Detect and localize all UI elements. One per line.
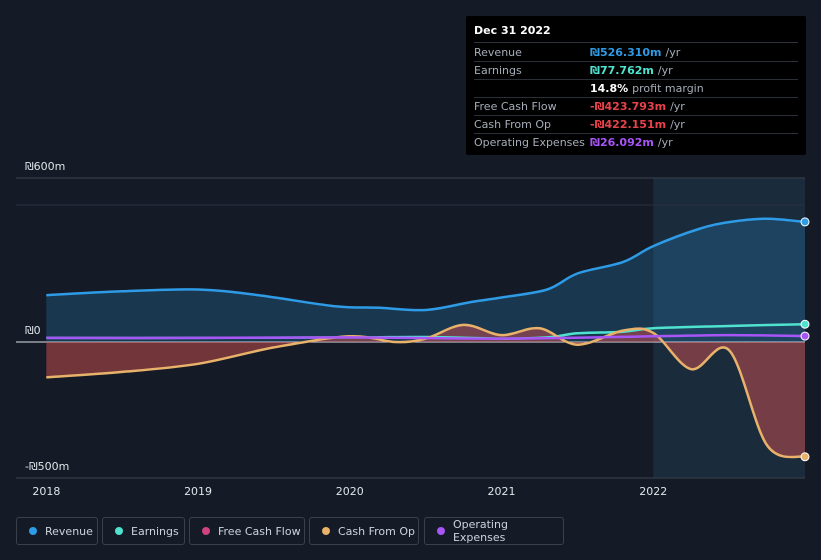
revenue-line [46, 217, 806, 312]
legend-item-cash-from-op[interactable]: Cash From Op [309, 517, 419, 545]
tooltip-row-label [474, 80, 590, 97]
tooltip-row-unit: /yr [665, 46, 681, 59]
tooltip-row: 14.8% profit margin [474, 80, 798, 98]
tooltip-row-label: Revenue [474, 46, 522, 59]
legend-label: Free Cash Flow [218, 524, 301, 538]
x-tick-label-2022: 2022 [639, 485, 667, 498]
legend-dot-icon [202, 527, 210, 535]
tooltip-row-unit: /yr [670, 100, 685, 113]
legend-label: Operating Expenses [452, 518, 508, 544]
tooltip-row-value: ₪26.092m [590, 136, 654, 149]
tooltip-row: Cash From Op -₪422.151m/yr [474, 116, 798, 134]
legend-item-revenue[interactable]: Revenue [16, 517, 98, 545]
tooltip-row-value: -₪423.793m [590, 100, 667, 113]
cash-from-op-line [46, 323, 806, 459]
y-axis-bottom-label: -₪500m [25, 460, 69, 473]
legend-item-operating-expenses[interactable]: Operating Expenses [424, 517, 564, 545]
tooltip-row-value: 14.8% [590, 82, 629, 95]
legend-dot-icon [115, 527, 123, 535]
tooltip-row-label: Operating Expenses [474, 136, 585, 149]
tooltip-row-value: ₪77.762m [590, 64, 654, 77]
tooltip-panel: Dec 31 2022 Revenue ₪526.310m/yr Earnings ₪… [466, 16, 806, 155]
tooltip-row-value: -₪422.151m [590, 118, 667, 131]
operating-expenses-endpoint[interactable] [800, 331, 810, 341]
legend-item-free-cash-flow[interactable]: Free Cash Flow [189, 517, 305, 545]
legend-label: Revenue [45, 524, 93, 538]
legend-dot-icon [437, 527, 445, 535]
tooltip-row-label: Cash From Op [474, 118, 552, 131]
operating-expenses-line [46, 333, 806, 340]
legend-item-earnings[interactable]: Earnings [102, 517, 185, 545]
legend-label: Cash From Op [338, 524, 416, 538]
tooltip-row-unit: profit margin [632, 82, 704, 95]
tooltip-row-label: Free Cash Flow [474, 100, 557, 113]
tooltip-row: Revenue ₪526.310m/yr [474, 44, 798, 62]
x-tick-label-2019: 2019 [184, 485, 212, 498]
tooltip-row: Earnings ₪77.762m/yr [474, 62, 798, 80]
x-tick-label-2020: 2020 [336, 485, 364, 498]
tooltip-row-unit: /yr [657, 136, 673, 149]
x-tick-label-2021: 2021 [488, 485, 516, 498]
tooltip-row: Free Cash Flow -₪423.793m/yr [474, 98, 798, 116]
earnings-endpoint[interactable] [800, 319, 810, 329]
tooltip-row: Operating Expenses ₪26.092m/yr [474, 134, 798, 151]
tooltip-row-unit: /yr [670, 118, 685, 131]
cash-from-op-endpoint[interactable] [800, 452, 810, 462]
revenue-area [46, 218, 806, 342]
legend-dot-icon [29, 527, 37, 535]
revenue-endpoint[interactable] [800, 217, 810, 227]
legend-dot-icon [322, 527, 330, 535]
tooltip-row-unit: /yr [657, 64, 673, 77]
tooltip-row-value: ₪526.310m [590, 46, 662, 59]
tooltip-date: Dec 31 2022 [474, 24, 798, 43]
legend-label: Earnings [131, 524, 179, 538]
y-axis-top-label: ₪600m [25, 160, 65, 173]
tooltip-row-label: Earnings [474, 64, 522, 77]
y-axis-zero-label: ₪0 [25, 324, 41, 337]
x-tick-label-2018: 2018 [32, 485, 60, 498]
